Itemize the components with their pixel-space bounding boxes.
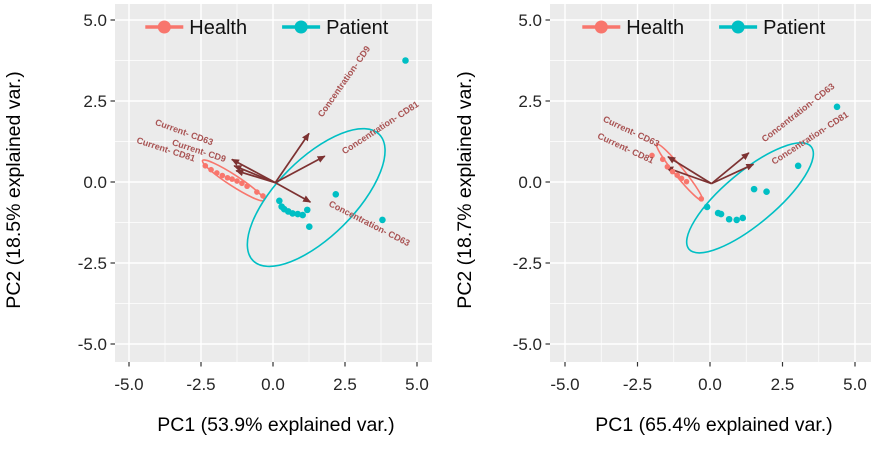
x-tick-label: 5.0 bbox=[405, 375, 429, 394]
loading-arrow bbox=[274, 181, 312, 203]
y-tick-label: 5.0 bbox=[83, 11, 107, 30]
y-tick-label: -2.5 bbox=[78, 254, 107, 273]
data-point-health bbox=[229, 176, 235, 182]
data-point-health bbox=[649, 152, 655, 159]
data-point-health bbox=[244, 183, 250, 190]
legend-entry-patient: Patient bbox=[719, 17, 826, 39]
data-point-patient bbox=[294, 210, 302, 218]
data-point-patient bbox=[299, 211, 306, 219]
pca-plot-health-vs-patient-left: -5.0 -2.5 0.0 2.5 5.0-5.0-2.50.02.55.0Concen… bbox=[78, 4, 432, 394]
x-tick-label: -2.5 bbox=[186, 375, 215, 394]
y-tick-label: 0.0 bbox=[518, 173, 542, 192]
y-tick-label: 5.0 bbox=[518, 11, 542, 30]
data-point-patient bbox=[733, 216, 740, 224]
data-point-health bbox=[224, 174, 231, 181]
data-point-health bbox=[669, 168, 676, 175]
x-tick-label: 0.0 bbox=[698, 375, 722, 394]
data-point-health bbox=[254, 189, 260, 195]
legend-label: Patient bbox=[326, 17, 389, 39]
data-point-patient bbox=[332, 191, 340, 198]
data-point-patient bbox=[717, 210, 725, 218]
y-tick-label: -5.0 bbox=[78, 335, 107, 354]
loading-arrow bbox=[710, 152, 750, 185]
data-point-health bbox=[260, 193, 266, 199]
legend-entry-patient: Patient bbox=[282, 17, 389, 39]
data-point-health bbox=[219, 172, 226, 179]
data-point-health bbox=[208, 166, 214, 173]
legend-entry-health: Health bbox=[582, 17, 684, 39]
legend-key-point bbox=[731, 20, 745, 34]
x-tick-label: -2.5 bbox=[623, 375, 652, 394]
x-axis-title-left: PC1 (53.9% explained var.) bbox=[157, 414, 394, 436]
data-point-patient bbox=[402, 57, 409, 64]
data-point-patient bbox=[379, 216, 386, 224]
data-point-patient bbox=[289, 210, 296, 217]
y-tick-label: -5.0 bbox=[513, 335, 542, 354]
data-point-health bbox=[239, 180, 245, 187]
loading-arrow bbox=[711, 163, 755, 185]
data-point-health bbox=[202, 163, 209, 169]
legend-key-point bbox=[594, 20, 608, 34]
data-point-patient bbox=[763, 188, 770, 196]
y-tick-label: 2.5 bbox=[83, 92, 107, 111]
y-axis-title-left: PC2 (18.5% explained var.) bbox=[3, 71, 25, 308]
data-point-patient bbox=[750, 185, 758, 193]
x-axis-title-right: PC1 (65.4% explained var.) bbox=[595, 414, 832, 436]
legend-label: Patient bbox=[763, 17, 826, 39]
data-point-patient bbox=[305, 223, 313, 231]
legend-key-point bbox=[157, 20, 171, 34]
confidence-ellipse-patient bbox=[246, 127, 386, 268]
legend-entry-health: Health bbox=[145, 17, 247, 39]
data-point-health bbox=[674, 172, 681, 178]
legend-label: Health bbox=[626, 17, 684, 39]
x-tick-label: 2.5 bbox=[333, 375, 357, 394]
loading-arrow bbox=[667, 156, 712, 185]
y-tick-label: -2.5 bbox=[513, 254, 542, 273]
data-point-health bbox=[214, 170, 220, 176]
x-tick-label: -5.0 bbox=[114, 375, 143, 394]
data-point-patient bbox=[833, 103, 841, 111]
legend-key-point bbox=[294, 20, 308, 34]
y-tick-label: 0.0 bbox=[83, 173, 107, 192]
data-point-patient bbox=[703, 203, 711, 211]
data-point-patient bbox=[725, 215, 733, 223]
pca-plot-health-vs-patient-right: -5.0 -2.5 0.0 2.5 5.0-5.0-2.50.02.55.0Curren… bbox=[513, 4, 871, 394]
data-point-health bbox=[678, 175, 685, 182]
y-axis-title-right: PC2 (18.7% explained var.) bbox=[454, 71, 476, 308]
x-tick-label: -5.0 bbox=[550, 375, 579, 394]
x-tick-label: 5.0 bbox=[843, 375, 867, 394]
x-tick-label: 2.5 bbox=[771, 375, 795, 394]
loading-arrow bbox=[274, 132, 310, 184]
data-point-patient bbox=[276, 197, 283, 205]
data-point-patient bbox=[739, 214, 747, 222]
data-point-patient bbox=[303, 206, 311, 214]
loading-arrow bbox=[231, 158, 276, 184]
data-point-health bbox=[234, 178, 240, 184]
y-tick-label: 2.5 bbox=[518, 92, 542, 111]
data-point-health bbox=[659, 156, 666, 163]
x-tick-label: 0.0 bbox=[261, 375, 285, 394]
loading-arrow bbox=[235, 169, 276, 184]
legend-label: Health bbox=[189, 17, 247, 39]
data-point-patient bbox=[794, 162, 802, 170]
confidence-ellipse-patient bbox=[685, 142, 815, 254]
loading-arrow bbox=[274, 155, 326, 184]
data-point-health bbox=[683, 178, 690, 185]
data-point-health bbox=[664, 163, 671, 170]
data-point-health bbox=[698, 196, 705, 202]
